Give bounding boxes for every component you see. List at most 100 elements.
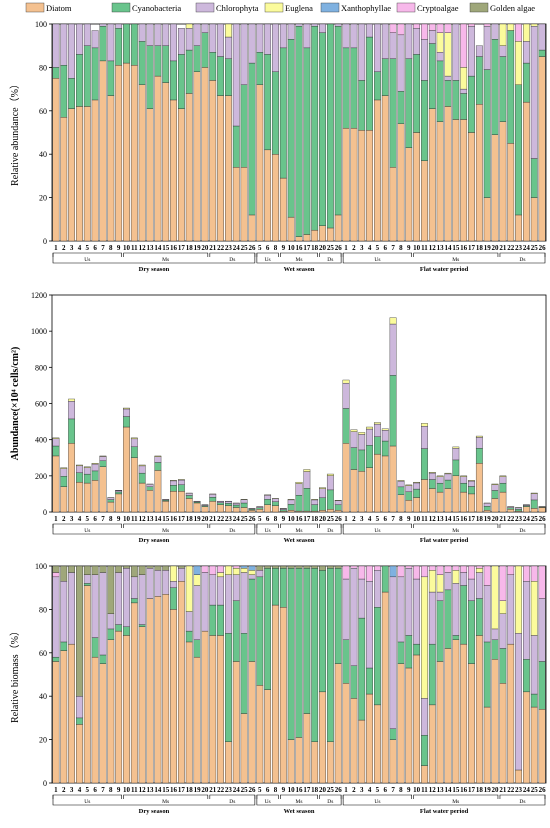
bar-segment-chlorophyta — [147, 484, 153, 487]
bar-segment-cyanobacteria — [531, 500, 537, 508]
x-tick-label: 22 — [217, 244, 225, 252]
x-tick-label: 9 — [117, 515, 121, 523]
bar-segment-golden-algae — [296, 566, 302, 568]
bar-segment-diatom — [84, 106, 90, 241]
bar-segment-cyanobacteria — [296, 26, 302, 236]
group-label: Ms — [295, 257, 302, 263]
bar-segment-diatom — [500, 683, 506, 783]
x-tick-label: 17 — [303, 244, 311, 252]
bar-segment-diatom — [115, 631, 121, 783]
group-label: Us — [265, 799, 271, 805]
group-label: Ds — [327, 528, 333, 534]
bar-segment-euglena — [123, 408, 129, 409]
bar-segment-chlorophyta — [304, 472, 310, 489]
season-label: Flat water period — [420, 808, 469, 815]
bar-segment-diatom — [398, 124, 404, 241]
y-tick-label: 20 — [39, 194, 47, 203]
bar-segment-diatom — [264, 150, 270, 241]
bar-segment-cyanobacteria — [374, 72, 380, 100]
bar-segment-euglena — [233, 568, 239, 575]
x-tick-label: 1 — [54, 515, 58, 523]
bar-segment-cyanobacteria — [92, 48, 98, 100]
bar-segment-diatom — [264, 690, 270, 783]
bar-segment-euglena — [515, 566, 521, 633]
bar-segment-diatom — [351, 470, 357, 512]
bar-segment-chlorophyta — [178, 28, 184, 54]
x-tick-label: 12 — [429, 786, 437, 794]
x-tick-label: 16 — [460, 244, 468, 252]
y-tick-label: 800 — [35, 363, 47, 372]
season-label: Flat water period — [420, 537, 469, 544]
bar-segment-cryptoalgae — [210, 566, 216, 575]
bar-segment-diatom — [61, 651, 67, 783]
bar-segment-chlorophyta — [280, 24, 286, 48]
bar-segment-cyanobacteria — [155, 46, 161, 76]
group-label: Ms — [162, 799, 169, 805]
bar-segment-cryptoalgae — [453, 566, 459, 570]
bar-segment-cyanobacteria — [390, 59, 396, 168]
bar-segment-cyanobacteria — [335, 568, 341, 663]
bar-segment-chlorophyta — [453, 448, 459, 460]
bar-segment-diatom — [225, 506, 231, 512]
bar-segment-chlorophyta — [429, 592, 435, 644]
x-tick-label: 6 — [384, 515, 388, 523]
bar-segment-euglena — [437, 476, 443, 477]
bar-segment-chlorophyta — [123, 409, 129, 417]
bar-segment-cryptoalgae — [421, 566, 427, 577]
bar-segment-chlorophyta — [515, 508, 521, 509]
bar-segment-diatom — [327, 742, 333, 783]
bar-segment-diatom — [359, 720, 365, 783]
bar-segment-chlorophyta — [84, 468, 90, 475]
bar-segment-cyanobacteria — [296, 495, 302, 511]
bar-segment-diatom — [210, 80, 216, 241]
bar-segment-diatom — [257, 85, 263, 241]
x-tick-label: 26 — [335, 515, 343, 523]
bar-segment-cyanobacteria — [539, 661, 545, 709]
bar-segment-chlorophyta — [210, 494, 216, 497]
bar-segment-diatom — [366, 130, 372, 241]
bar-segment-chlorophyta — [531, 26, 537, 158]
bar-segment-euglena — [155, 456, 161, 457]
bar-segment-cryptoalgae — [429, 24, 435, 31]
x-tick-label: 14 — [154, 515, 162, 523]
bar-segment-chlorophyta — [539, 599, 545, 662]
x-tick-label: 17 — [303, 515, 311, 523]
bar-segment-chlorophyta — [108, 24, 114, 61]
bar-segment-golden-algae — [335, 566, 341, 568]
bar-segment-cryptoalgae — [484, 566, 490, 586]
bar-segment-diatom — [453, 476, 459, 512]
bar-segment-diatom — [437, 122, 443, 241]
bar-segment-chlorophyta — [351, 24, 357, 48]
x-tick-label: 8 — [399, 786, 403, 794]
x-tick-label: 21 — [209, 515, 217, 523]
bar-segment-chlorophyta — [413, 579, 419, 644]
bar-segment-chlorophyta — [413, 28, 419, 54]
x-tick-label: 16 — [460, 786, 468, 794]
bar-segment-golden-algae — [76, 566, 82, 696]
bar-segment-diatom — [155, 596, 161, 783]
bar-segment-chlorophyta — [390, 324, 396, 375]
group-label: Ds — [229, 799, 235, 805]
bar-segment-cyanobacteria — [178, 54, 184, 108]
bar-segment-cyanobacteria — [257, 52, 263, 85]
bar-segment-chlorophyta — [233, 24, 239, 126]
bar-segment-chlorophyta — [421, 426, 427, 448]
bar-segment-chlorophyta — [155, 457, 161, 463]
x-tick-label: 11 — [421, 244, 428, 252]
bar-segment-euglena — [476, 568, 482, 572]
season-label: Wet season — [284, 808, 315, 815]
bar-segment-euglena — [515, 41, 521, 84]
bar-segment-golden-algae — [257, 566, 263, 570]
bar-segment-chlorophyta — [92, 31, 98, 48]
bar-segment-chlorophyta — [53, 577, 59, 657]
bar-segment-diatom — [382, 96, 388, 241]
x-tick-label: 8 — [274, 244, 278, 252]
x-tick-label: 24 — [233, 244, 241, 252]
x-tick-label: 4 — [78, 244, 82, 252]
bar-segment-euglena — [249, 570, 255, 574]
bar-segment-cyanobacteria — [296, 568, 302, 737]
bar-segment-diatom — [257, 685, 263, 783]
bar-segment-diatom — [413, 498, 419, 512]
x-tick-label: 25 — [531, 515, 539, 523]
x-tick-label: 3 — [360, 786, 364, 794]
